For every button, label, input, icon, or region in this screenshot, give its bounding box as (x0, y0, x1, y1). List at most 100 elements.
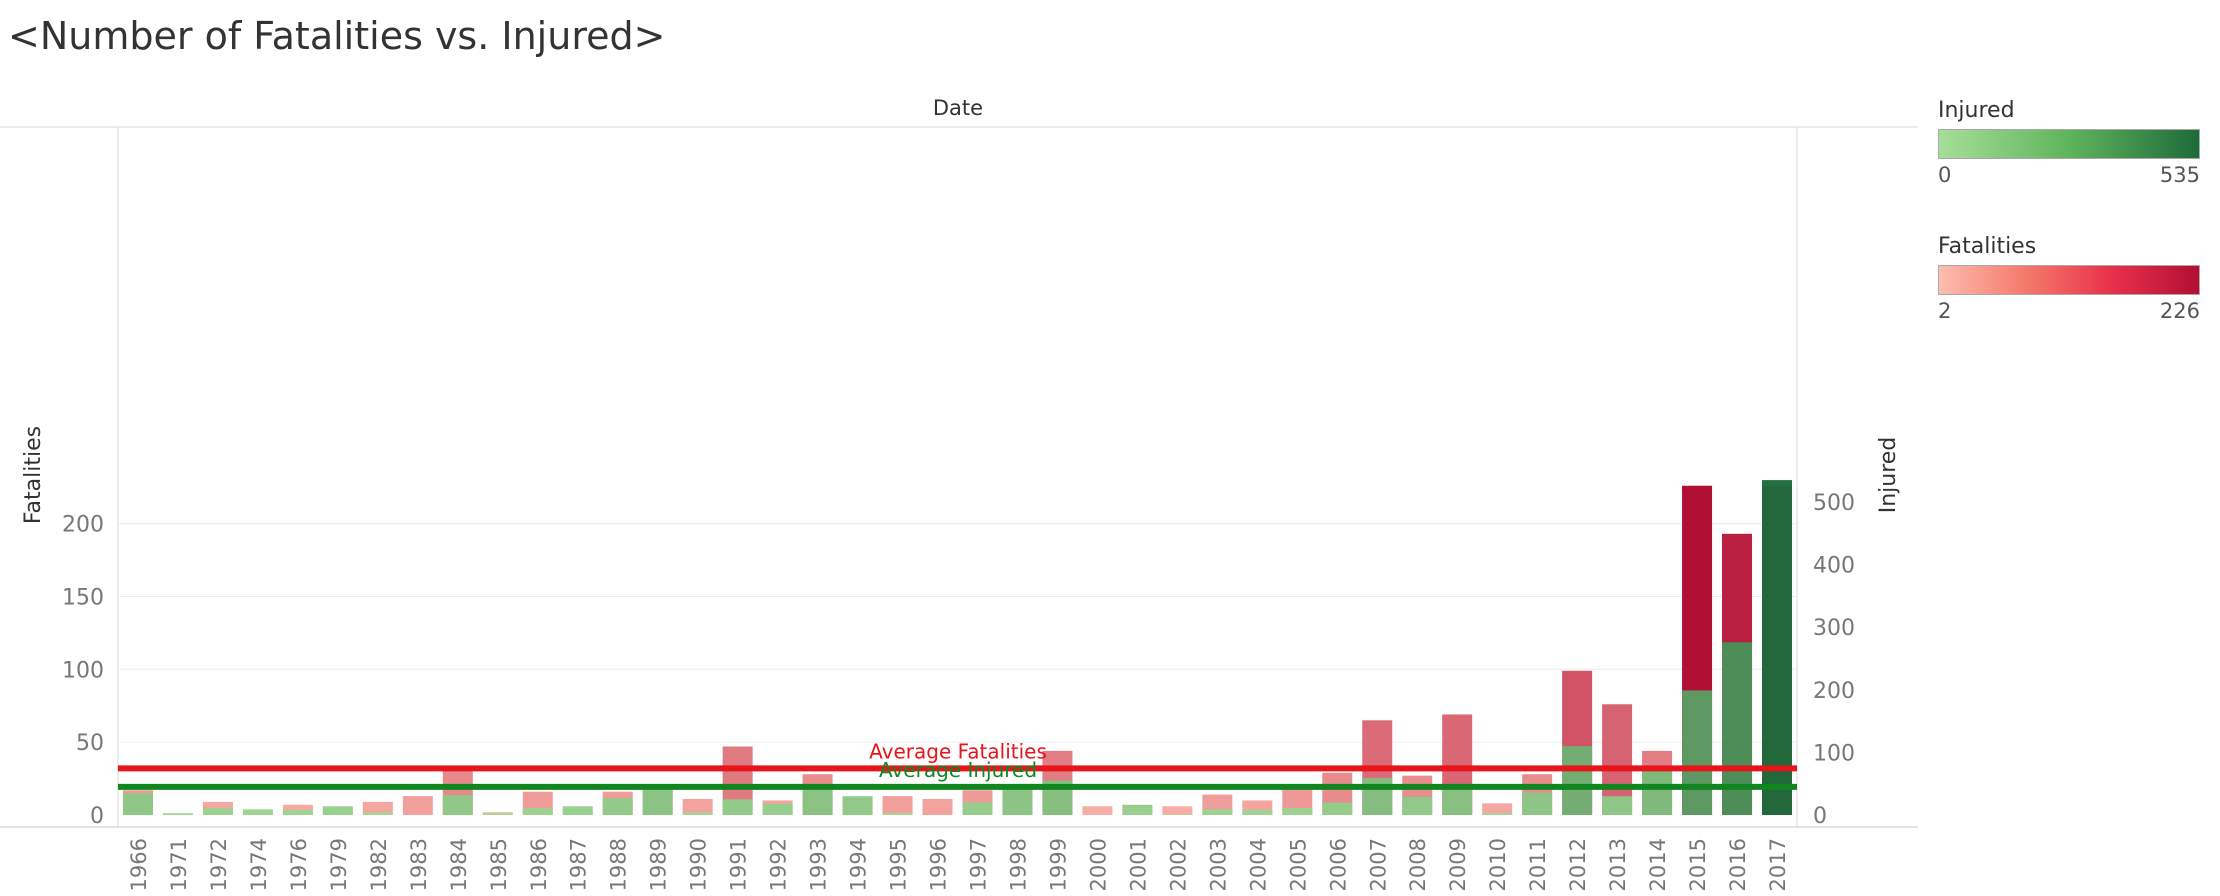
x-tick-label: 2000 (1086, 838, 1110, 891)
x-tick-label: 2011 (1526, 838, 1550, 891)
x-tick-label: 2007 (1366, 838, 1390, 891)
x-tick-label: 2014 (1646, 838, 1670, 891)
x-tick-label: 2002 (1166, 838, 1190, 891)
right-axis-label: Injured (1876, 437, 1901, 514)
right-tick-label: 200 (1813, 679, 1855, 704)
injured-bar[interactable] (882, 813, 913, 815)
x-tick-label: 2015 (1686, 838, 1710, 891)
injured-bar[interactable] (482, 813, 513, 815)
injured-bar[interactable] (802, 786, 833, 815)
injured-bar[interactable] (1322, 802, 1353, 815)
fatalities-bar[interactable] (362, 801, 393, 815)
x-tick-label: 2001 (1126, 838, 1150, 891)
left-axis-label: Fatalities (21, 426, 46, 524)
x-tick-label: 1994 (847, 838, 871, 891)
injured-bar[interactable] (1482, 813, 1513, 815)
fatalities-legend-min: 2 (1938, 299, 1952, 323)
x-tick-label: 2013 (1606, 838, 1630, 891)
injured-bar[interactable] (1522, 792, 1553, 815)
injured-bar[interactable] (642, 786, 673, 815)
fatalities-bar[interactable] (282, 804, 313, 815)
fatalities-bar[interactable] (1162, 806, 1193, 815)
x-tick-label: 1972 (207, 838, 231, 891)
x-tick-label: 2006 (1326, 838, 1350, 891)
injured-bar[interactable] (322, 806, 353, 815)
injured-bar[interactable] (522, 808, 553, 815)
injured-bar[interactable] (1282, 808, 1313, 815)
injured-bar[interactable] (842, 796, 873, 815)
injured-bar[interactable] (1642, 768, 1673, 815)
injured-bar[interactable] (1602, 796, 1633, 815)
x-tick-label: 1984 (447, 838, 471, 891)
injured-bar[interactable] (562, 806, 593, 815)
x-tick-label: 1983 (407, 838, 431, 891)
x-tick-label: 2010 (1486, 838, 1510, 891)
injured-bar[interactable] (762, 803, 793, 815)
injured-bar[interactable] (682, 812, 713, 815)
x-tick-label: 1991 (727, 838, 751, 891)
x-tick-label: 1998 (1006, 838, 1030, 891)
left-tick-label: 50 (76, 731, 104, 756)
x-tick-label: 1966 (127, 838, 151, 891)
injured-bar[interactable] (1562, 746, 1593, 815)
x-tick-label: 1982 (367, 838, 391, 891)
fatalities-legend: Fatalities 2 226 (1938, 234, 2213, 323)
x-tick-label: 1996 (927, 838, 951, 891)
x-tick-label: 2017 (1766, 838, 1790, 891)
injured-bar[interactable] (1162, 814, 1193, 815)
injured-bar[interactable] (1762, 480, 1793, 815)
x-tick-label: 1976 (287, 838, 311, 891)
fatalities-legend-max: 226 (2159, 299, 2200, 323)
injured-bar[interactable] (962, 802, 993, 815)
left-tick-label: 150 (62, 585, 104, 610)
x-tick-label: 2008 (1406, 838, 1430, 891)
fatalities-bar[interactable] (682, 798, 713, 815)
reference-line-label: Average Injured (879, 758, 1037, 782)
injured-bar[interactable] (1362, 778, 1393, 815)
injured-bar[interactable] (1202, 809, 1233, 815)
fatalities-bar[interactable] (1482, 803, 1513, 815)
injured-bar[interactable] (722, 799, 753, 815)
x-tick-label: 1986 (527, 838, 551, 891)
fatalities-bar[interactable] (402, 796, 433, 815)
injured-legend: Injured 0 535 (1938, 98, 2213, 187)
x-tick-label: 1971 (167, 838, 191, 891)
injured-bar[interactable] (282, 809, 313, 815)
x-tick-label: 2016 (1726, 838, 1750, 891)
injured-bar[interactable] (602, 798, 633, 815)
reference-line-label: Average Fatalities (869, 739, 1047, 763)
fatalities-bar[interactable] (1082, 806, 1113, 815)
chart-canvas: Date Fatalities Injured Average Fataliti… (0, 96, 1918, 891)
injured-bar[interactable] (442, 794, 473, 815)
x-tick-label: 1997 (966, 838, 990, 891)
chart-title: <Number of Fatalities vs. Injured> (8, 14, 666, 58)
injured-bar[interactable] (242, 809, 273, 815)
injured-bar[interactable] (162, 813, 193, 815)
injured-bar[interactable] (1682, 690, 1713, 815)
right-tick-label: 500 (1813, 491, 1855, 516)
x-tick-label: 1990 (687, 838, 711, 891)
injured-bar[interactable] (1402, 796, 1433, 815)
x-tick-label: 1988 (607, 838, 631, 891)
x-tick-label: 1992 (767, 838, 791, 891)
x-tick-label: 2003 (1206, 838, 1230, 891)
injured-legend-title: Injured (1938, 98, 2015, 123)
fatalities-bar[interactable] (922, 798, 953, 815)
right-tick-label: 400 (1813, 554, 1855, 579)
injured-bar[interactable] (362, 812, 393, 815)
right-tick-label: 300 (1813, 616, 1855, 641)
injured-bar[interactable] (202, 808, 233, 815)
x-tick-label: 1985 (487, 838, 511, 891)
injured-bar[interactable] (1122, 804, 1153, 815)
x-tick-label: 1989 (647, 838, 671, 891)
fatalities-bar[interactable] (882, 796, 913, 815)
right-tick-label: 100 (1813, 741, 1855, 766)
x-tick-label: 2004 (1246, 838, 1270, 891)
injured-bar[interactable] (1442, 784, 1473, 815)
x-tick-label: 2009 (1446, 838, 1470, 891)
x-tick-label: 1999 (1046, 838, 1070, 891)
injured-bar[interactable] (122, 793, 153, 815)
x-tick-label: 1993 (807, 838, 831, 891)
injured-bar[interactable] (1002, 788, 1033, 815)
injured-bar[interactable] (1242, 809, 1273, 815)
